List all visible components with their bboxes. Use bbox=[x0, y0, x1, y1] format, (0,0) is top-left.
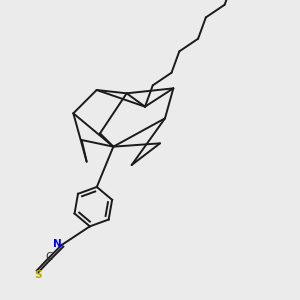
Text: C: C bbox=[45, 252, 53, 262]
Text: S: S bbox=[34, 270, 41, 280]
Text: N: N bbox=[53, 239, 62, 249]
